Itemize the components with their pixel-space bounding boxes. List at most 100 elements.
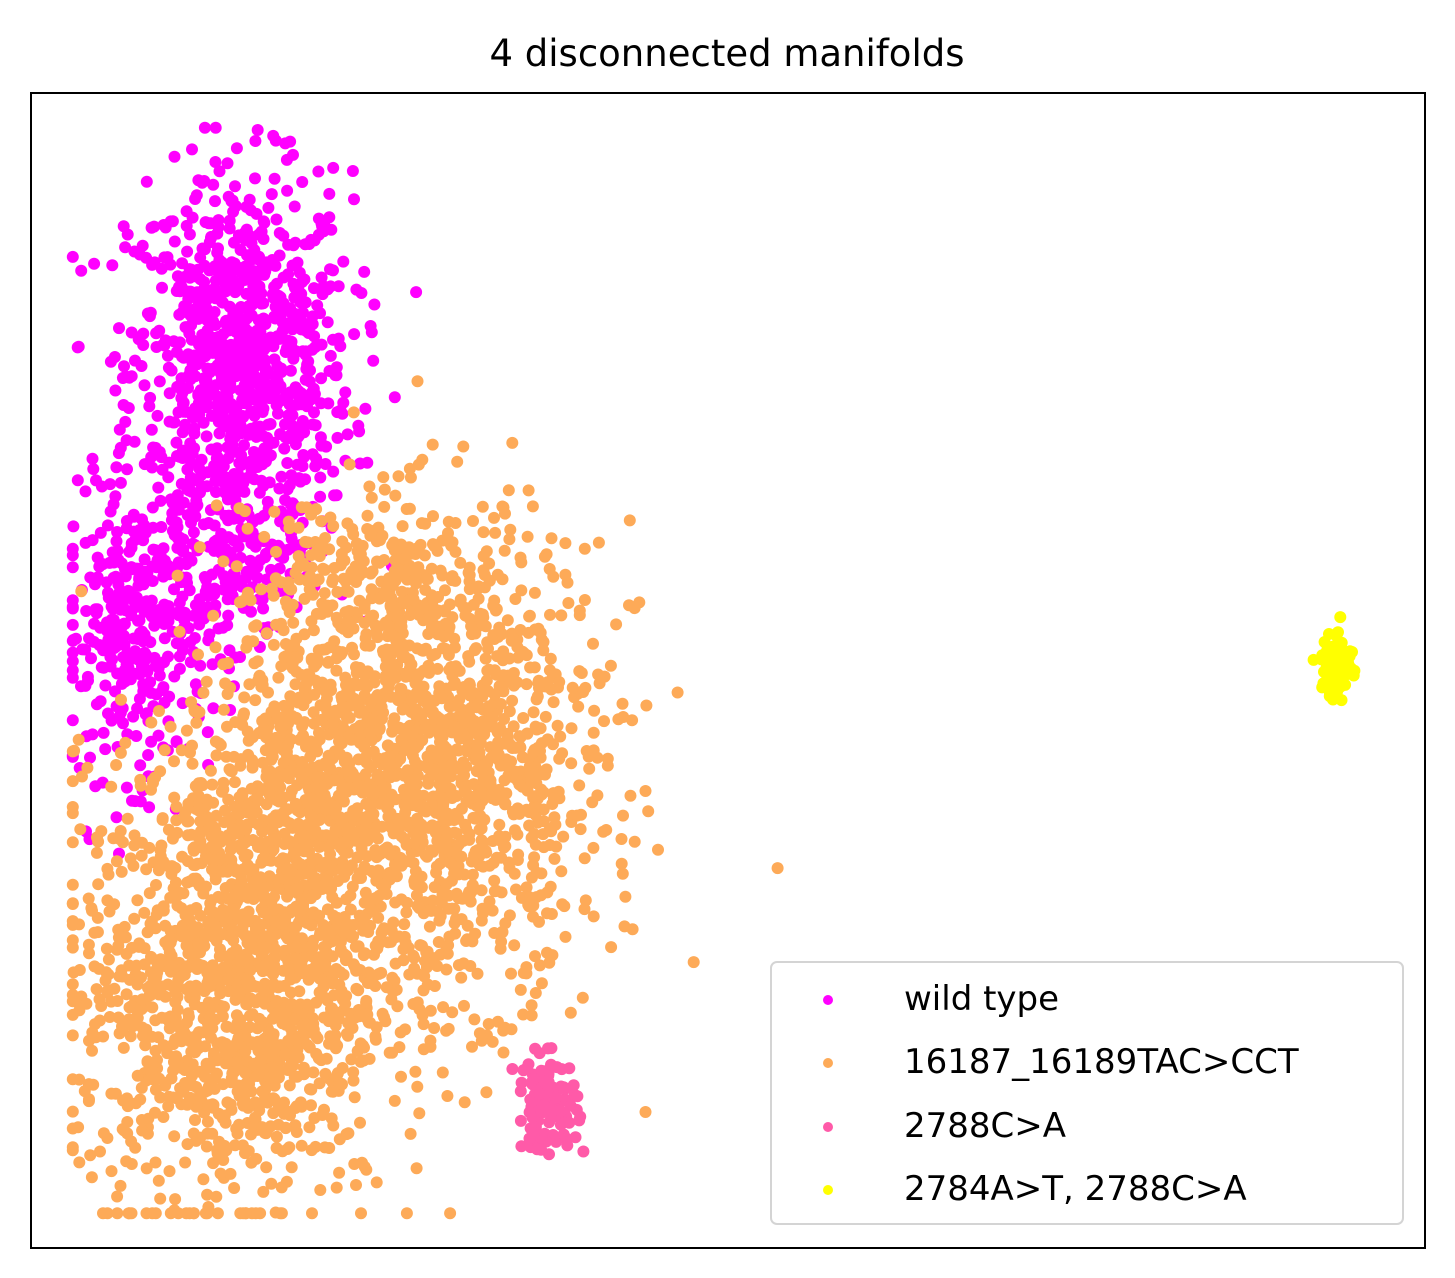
data-point (207, 609, 220, 622)
data-point (181, 815, 194, 828)
data-point (506, 436, 519, 449)
data-point (164, 215, 177, 228)
data-point (535, 783, 548, 796)
data-point (202, 996, 215, 1009)
data-point (450, 827, 463, 840)
data-point (117, 1041, 130, 1054)
data-point (367, 354, 380, 367)
data-point (502, 484, 515, 497)
data-point (493, 818, 506, 831)
data-point (221, 688, 234, 700)
data-point (263, 784, 276, 797)
data-point (306, 761, 319, 774)
data-point (138, 553, 151, 566)
data-point (164, 959, 177, 972)
data-point (84, 1149, 97, 1162)
data-point (556, 747, 569, 760)
data-point (436, 569, 449, 582)
data-point (452, 812, 465, 825)
data-point (369, 1033, 382, 1046)
data-point (314, 840, 326, 853)
data-point (293, 472, 305, 485)
data-point (605, 941, 618, 954)
data-point (436, 792, 449, 805)
data-point (333, 735, 345, 748)
data-point (547, 738, 559, 751)
data-point (443, 700, 456, 713)
data-point (600, 824, 613, 836)
data-point (200, 675, 213, 688)
data-point (479, 652, 492, 665)
data-point (120, 947, 133, 960)
data-point (144, 306, 157, 319)
data-point (138, 906, 151, 919)
data-point (267, 436, 280, 449)
data-point (168, 861, 181, 874)
data-point (410, 286, 423, 299)
data-point (440, 941, 453, 954)
data-point (146, 501, 159, 514)
data-point (376, 1007, 389, 1020)
data-point (194, 1088, 206, 1101)
data-point (260, 627, 273, 640)
data-point (90, 607, 103, 620)
data-point (511, 854, 524, 866)
data-point (315, 372, 328, 385)
data-point (89, 578, 101, 591)
data-point (447, 860, 460, 873)
data-point (274, 428, 287, 441)
data-point (346, 165, 359, 177)
data-point (283, 522, 296, 535)
data-point (457, 957, 470, 970)
data-point (515, 1140, 528, 1153)
data-point (206, 974, 219, 986)
data-point (245, 605, 257, 618)
data-point (94, 695, 107, 708)
data-point (368, 670, 381, 683)
data-point (617, 809, 629, 822)
data-point (281, 932, 294, 945)
data-point (547, 696, 560, 709)
data-point (133, 937, 146, 950)
data-point (508, 939, 521, 952)
data-point (125, 326, 138, 339)
data-point (230, 909, 243, 922)
data-point (491, 1015, 504, 1028)
data-point (477, 836, 490, 849)
data-point (211, 442, 224, 455)
data-point (286, 409, 299, 422)
data-point (234, 954, 247, 967)
data-point (318, 940, 330, 953)
data-point (314, 431, 327, 444)
data-point (154, 1192, 167, 1205)
data-point (389, 601, 402, 614)
data-point (623, 514, 636, 527)
data-point (200, 314, 213, 326)
data-point (281, 184, 294, 197)
data-point (189, 193, 202, 205)
data-point (347, 406, 360, 419)
data-point (212, 214, 225, 227)
data-point (219, 804, 232, 817)
data-point (68, 744, 81, 757)
data-point (305, 1144, 318, 1157)
data-point (292, 521, 305, 534)
data-point (128, 596, 141, 609)
data-point (439, 824, 452, 837)
data-point (380, 981, 393, 994)
data-point (152, 1174, 165, 1187)
data-point (379, 880, 392, 892)
data-point (336, 700, 349, 713)
data-point (395, 620, 408, 633)
data-point (125, 541, 138, 554)
data-point (350, 576, 363, 588)
data-point (95, 639, 108, 652)
data-point (384, 848, 397, 861)
data-point (409, 741, 422, 754)
data-point (207, 178, 220, 191)
data-point (249, 922, 262, 935)
data-point (330, 664, 343, 677)
data-point (477, 564, 490, 577)
data-point (336, 862, 349, 875)
data-point (297, 306, 309, 319)
